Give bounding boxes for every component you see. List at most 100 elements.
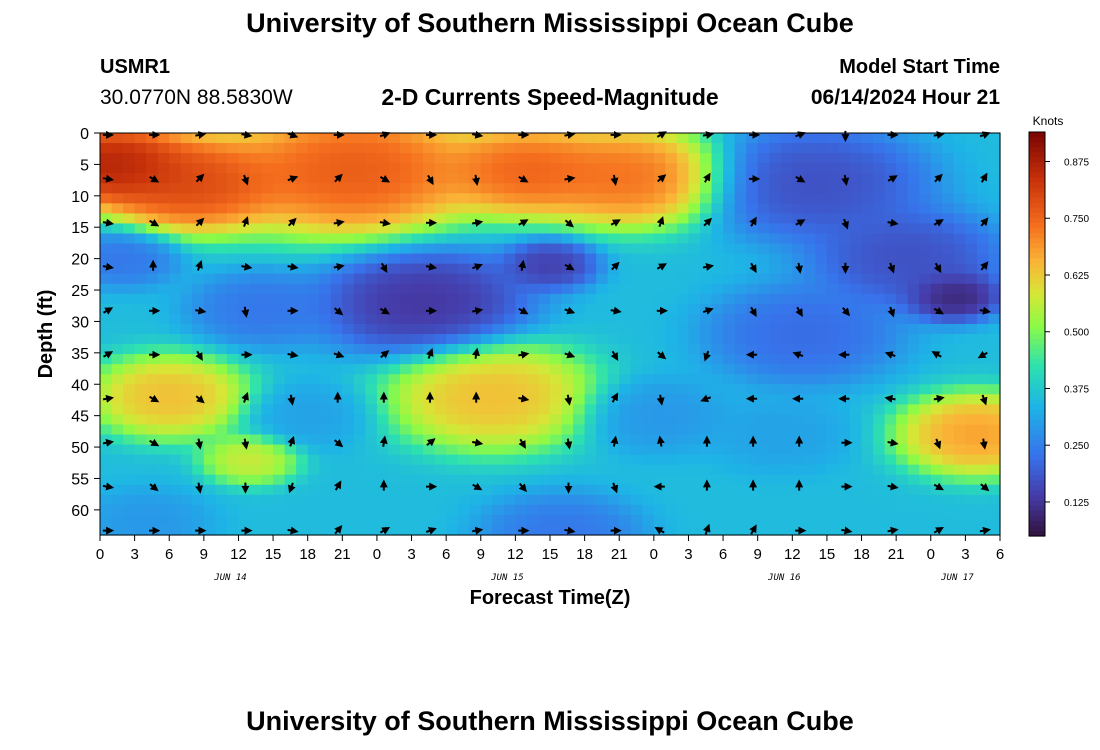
heatmap-cell bbox=[896, 323, 909, 335]
heatmap-cell bbox=[769, 193, 782, 204]
heatmap-cell bbox=[400, 213, 413, 225]
heatmap-cell bbox=[907, 344, 920, 355]
current-arrow bbox=[656, 131, 667, 139]
heatmap-cell bbox=[792, 414, 805, 426]
heatmap-cell bbox=[434, 384, 447, 395]
heatmap-cell bbox=[734, 263, 747, 275]
heatmap-cell bbox=[630, 454, 643, 466]
heatmap-cell bbox=[192, 323, 205, 335]
heatmap-cell bbox=[457, 374, 470, 385]
heatmap-cell bbox=[642, 203, 655, 214]
colorbar-segment bbox=[1029, 207, 1045, 214]
heatmap-cell bbox=[826, 344, 840, 355]
current-arrow bbox=[241, 306, 250, 318]
heatmap-cell bbox=[550, 444, 563, 456]
heatmap-cell bbox=[665, 374, 678, 385]
heatmap-cell bbox=[792, 283, 805, 295]
heatmap-cell bbox=[930, 313, 943, 325]
heatmap-cell bbox=[619, 394, 632, 405]
heatmap-cell bbox=[584, 394, 597, 405]
heatmap-cell bbox=[826, 243, 840, 255]
heatmap-cell bbox=[296, 133, 309, 144]
heatmap-cell bbox=[296, 484, 309, 496]
heatmap-cell bbox=[376, 424, 390, 436]
heatmap-cell bbox=[884, 273, 897, 285]
heatmap-cell bbox=[723, 414, 736, 426]
heatmap-cell bbox=[273, 133, 286, 144]
heatmap-cell bbox=[180, 253, 193, 265]
heatmap-cell bbox=[873, 414, 886, 426]
heatmap-cell bbox=[746, 293, 759, 305]
heatmap-cell bbox=[573, 273, 586, 285]
heatmap-cell bbox=[861, 323, 874, 335]
heatmap-cell bbox=[965, 404, 978, 415]
heatmap-cell bbox=[942, 514, 955, 526]
heatmap-cell bbox=[780, 193, 793, 204]
heatmap-cell bbox=[400, 474, 413, 486]
heatmap-cell bbox=[307, 434, 320, 446]
heatmap-cell bbox=[861, 514, 874, 526]
heatmap-cell bbox=[734, 303, 747, 315]
x-tick-label: 3 bbox=[407, 546, 415, 563]
heatmap-cell bbox=[653, 183, 666, 194]
heatmap-cell bbox=[330, 404, 343, 415]
heatmap-cell bbox=[446, 524, 459, 536]
heatmap-cell bbox=[203, 334, 216, 345]
heatmap-cell bbox=[469, 364, 482, 375]
heatmap-cell bbox=[826, 514, 840, 526]
heatmap-cell bbox=[388, 183, 401, 194]
heatmap-cell bbox=[780, 243, 793, 255]
heatmap-cell bbox=[319, 334, 332, 345]
colorbar-segment bbox=[1029, 515, 1045, 522]
heatmap-cell bbox=[584, 454, 597, 466]
heatmap-cell bbox=[411, 193, 424, 204]
heatmap-cell bbox=[526, 424, 540, 436]
heatmap-cell bbox=[953, 163, 966, 174]
heatmap-cell bbox=[815, 253, 828, 265]
heatmap-cell bbox=[203, 273, 216, 285]
heatmap-cell bbox=[226, 143, 240, 154]
heatmap-cell bbox=[469, 334, 482, 345]
heatmap-cell bbox=[550, 173, 563, 184]
heatmap-cell bbox=[688, 273, 701, 285]
current-arrow bbox=[425, 348, 434, 359]
heatmap-cell bbox=[769, 444, 782, 456]
heatmap-cell bbox=[388, 464, 401, 476]
heatmap-cell bbox=[965, 273, 978, 285]
heatmap-cell bbox=[665, 253, 678, 265]
colorbar-tick-label: 0.875 bbox=[1064, 158, 1089, 169]
x-tick-label: 0 bbox=[927, 546, 935, 563]
heatmap-cell bbox=[169, 394, 182, 405]
heatmap-cell bbox=[907, 303, 920, 315]
heatmap-cell bbox=[457, 223, 470, 235]
heatmap-cell bbox=[342, 163, 355, 174]
heatmap-cell bbox=[873, 283, 886, 295]
heatmap-cell bbox=[180, 223, 193, 235]
heatmap-cell bbox=[203, 263, 216, 275]
heatmap-cell bbox=[757, 524, 770, 536]
heatmap-cell bbox=[411, 253, 424, 265]
heatmap-cell bbox=[780, 494, 793, 506]
current-arrow bbox=[334, 173, 343, 183]
heatmap-cell bbox=[423, 313, 436, 325]
x-tick-label: 6 bbox=[996, 546, 1004, 563]
x-tick-label: 12 bbox=[230, 546, 247, 563]
heatmap-cell bbox=[111, 313, 124, 325]
heatmap-cell bbox=[215, 364, 228, 375]
heatmap-cell bbox=[734, 364, 747, 375]
heatmap-cell bbox=[723, 514, 736, 526]
heatmap-cell bbox=[561, 323, 574, 335]
heatmap-cell bbox=[711, 514, 724, 526]
heatmap-cell bbox=[780, 454, 793, 466]
heatmap-cell bbox=[826, 223, 840, 235]
heatmap-cell bbox=[942, 263, 955, 275]
heatmap-cell bbox=[376, 404, 390, 415]
heatmap-cell bbox=[376, 313, 390, 325]
heatmap-cell bbox=[896, 334, 909, 345]
heatmap-cell bbox=[826, 263, 840, 275]
heatmap-cell bbox=[400, 133, 413, 144]
heatmap-cell bbox=[630, 233, 643, 245]
heatmap-cell bbox=[665, 344, 678, 355]
heatmap-cell bbox=[434, 444, 447, 456]
heatmap-cell bbox=[884, 223, 897, 235]
